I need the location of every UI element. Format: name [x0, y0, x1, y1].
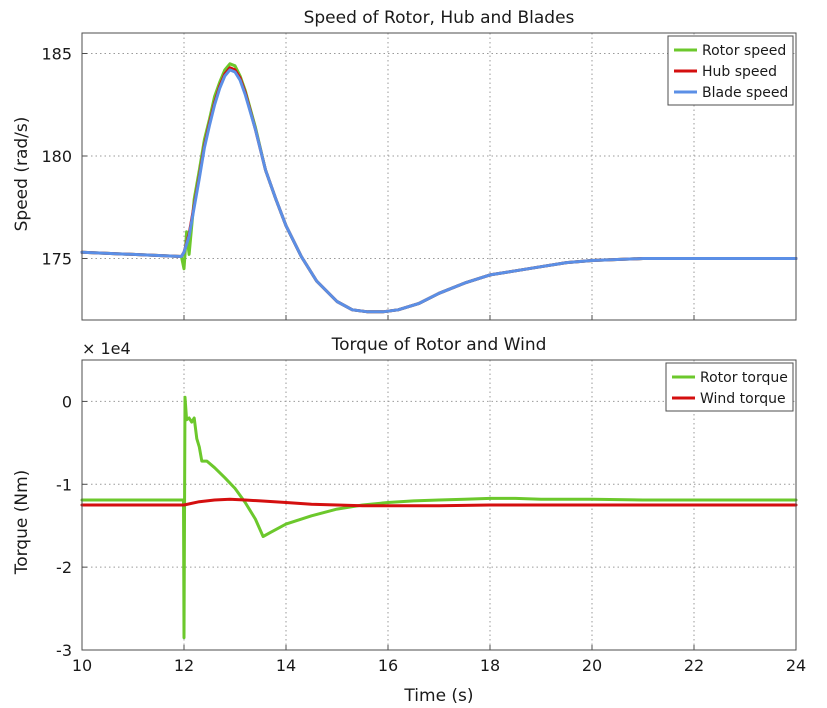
torque-x-tick-label: 18	[480, 656, 500, 675]
speed-y-tick-label: 175	[41, 250, 72, 269]
torque-y-tick-label: -3	[56, 641, 72, 660]
torque-y-axis-label: Torque (Nm)	[12, 470, 32, 576]
speed-y-tick-label: 185	[41, 45, 72, 64]
speed-plot-frame	[81, 32, 797, 321]
torque-x-tick-label: 12	[174, 656, 194, 675]
speed-chart-title: Speed of Rotor, Hub and Blades	[304, 8, 575, 28]
torque-legend-label-wind-torque: Wind torque	[700, 391, 786, 407]
torque-chart: Torque of Rotor and Wind × 1e4 Torque (N…	[12, 335, 806, 706]
speed-series	[80, 62, 798, 314]
time-x-axis-label: Time (s)	[403, 686, 473, 706]
speed-legend-label-hub-speed: Hub speed	[702, 64, 777, 80]
speed-y-tick-label: 180	[41, 147, 72, 166]
torque-x-tick-label: 24	[786, 656, 806, 675]
torque-x-tick-label: 20	[582, 656, 602, 675]
torque-x-tick-label: 14	[276, 656, 296, 675]
torque-plot-frame	[81, 359, 797, 651]
torque-series-rotor-torque	[80, 395, 798, 640]
torque-y-tick-label: -1	[56, 475, 72, 494]
torque-series-wind-torque	[80, 497, 798, 508]
speed-legend: Rotor speed Hub speed Blade speed	[667, 35, 794, 106]
speed-chart: Speed of Rotor, Hub and Blades Speed (ra…	[12, 8, 798, 321]
speed-series-blade-speed	[80, 68, 798, 314]
speed-legend-label-blade-speed: Blade speed	[702, 85, 788, 101]
torque-x-tick-label: 10	[72, 656, 92, 675]
torque-series	[80, 395, 798, 640]
torque-x-tick-label: 16	[378, 656, 398, 675]
torque-y-tick-label: -2	[56, 558, 72, 577]
torque-y-tick-label: 0	[62, 392, 72, 411]
speed-legend-label-rotor-speed: Rotor speed	[702, 43, 786, 59]
torque-chart-title: Torque of Rotor and Wind	[331, 335, 547, 355]
torque-legend-box	[665, 362, 794, 412]
speed-y-axis-label: Speed (rad/s)	[12, 117, 32, 232]
torque-offset-label: × 1e4	[82, 339, 131, 358]
torque-legend-label-rotor-torque: Rotor torque	[700, 370, 788, 386]
torque-x-tick-label: 22	[684, 656, 704, 675]
torque-ticks: 10 12 14 16 18 20 22 24 -3 -2 -1 0	[56, 392, 806, 675]
torque-legend: Rotor torque Wind torque	[665, 362, 794, 412]
